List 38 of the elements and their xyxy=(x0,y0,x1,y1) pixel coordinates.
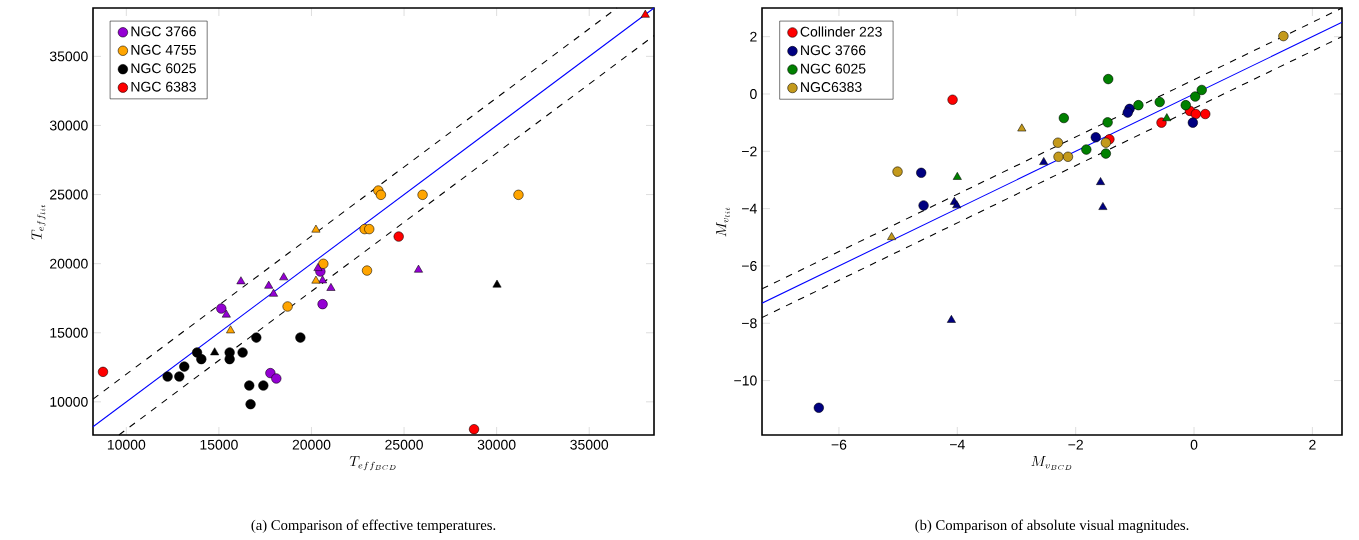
x-tick-label: 30000 xyxy=(477,439,516,450)
x-tick-label: 2 xyxy=(1309,439,1316,450)
legend-label: NGC 6025 xyxy=(801,63,866,74)
y-tick-label: 35000 xyxy=(49,51,88,62)
text: (a) Comparison of effective temperatures. xyxy=(251,519,496,534)
legend-label: NGC 3766 xyxy=(131,26,196,37)
x-axis-title: $M_{v_{BCD}}$ xyxy=(1031,456,1072,470)
x-tick-label: 25000 xyxy=(385,439,423,450)
x-tick-label: 10000 xyxy=(107,439,146,450)
y-tick-label: −4 xyxy=(742,203,757,214)
y-axis-title: $T_{eff_{lit}}$ xyxy=(31,205,46,240)
x-tick-label: 35000 xyxy=(570,439,609,450)
y-tick-label: −8 xyxy=(742,318,757,329)
x-tick-label: 15000 xyxy=(200,439,238,450)
y-tick-label: 2 xyxy=(750,31,757,42)
x-tick-label: −4 xyxy=(950,439,965,450)
legend-label: NGC 3766 xyxy=(801,45,866,56)
x-axis-title: $T_{eff_{BCD}}$ xyxy=(349,456,396,471)
x-tick-label: −2 xyxy=(1068,439,1083,450)
y-tick-label: 20000 xyxy=(50,258,88,269)
legend-label: NGC 6025 xyxy=(131,63,196,74)
y-tick-label: −2 xyxy=(742,146,757,157)
y-tick-label: −10 xyxy=(734,375,757,386)
legend-label: NGC6383 xyxy=(801,82,862,93)
y-axis-title: $M_{v_{lit}}$ xyxy=(716,207,730,237)
y-tick-label: 15000 xyxy=(50,327,88,338)
x-tick-label: 0 xyxy=(1190,439,1198,450)
legend-label: NGC 4755 xyxy=(131,44,196,55)
y-tick-label: 25000 xyxy=(50,189,88,200)
y-tick-label: −6 xyxy=(742,260,757,271)
x-tick-label: 20000 xyxy=(292,439,331,450)
legend-label: NGC 6383 xyxy=(131,81,196,92)
text: (b) Comparison of absolute visual magnitudes. xyxy=(915,519,1189,534)
y-tick-label: 10000 xyxy=(50,396,88,407)
legend-label: Collinder 223 xyxy=(800,26,882,37)
y-tick-label: 0 xyxy=(750,89,757,99)
x-tick-label: −6 xyxy=(831,439,847,450)
y-tick-label: 30000 xyxy=(49,120,88,131)
